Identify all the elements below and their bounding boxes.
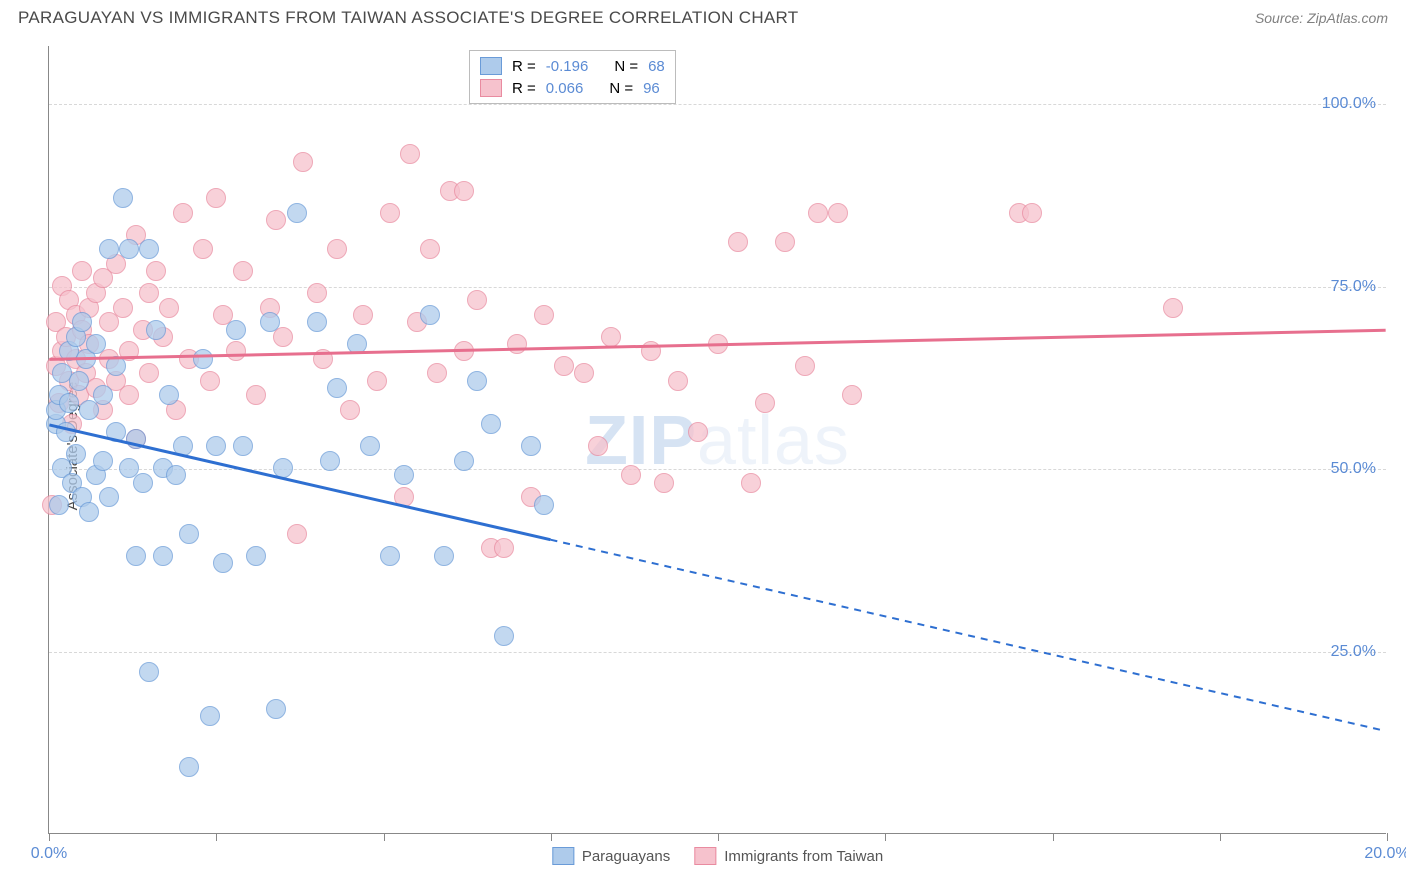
xtick: [718, 833, 719, 841]
xtick: [384, 833, 385, 841]
r-label: R =: [512, 80, 536, 97]
xtick: [1387, 833, 1388, 841]
n-label: N =: [614, 58, 638, 75]
legend-row-taiwan: R = 0.066 N = 96: [480, 77, 665, 99]
r-value-taiwan: 0.066: [546, 80, 584, 97]
series-legend: Paraguayans Immigrants from Taiwan: [552, 847, 883, 865]
xtick-label: 20.0%: [1364, 845, 1406, 863]
chart-header: PARAGUAYAN VS IMMIGRANTS FROM TAIWAN ASS…: [0, 0, 1406, 32]
xtick: [551, 833, 552, 841]
legend-row-paraguayans: R = -0.196 N = 68: [480, 55, 665, 77]
xtick: [49, 833, 50, 841]
xtick: [1220, 833, 1221, 841]
n-value-paraguayans: 68: [648, 58, 665, 75]
trend-line-dashed: [550, 540, 1385, 731]
xtick: [885, 833, 886, 841]
xtick-label: 0.0%: [31, 845, 67, 863]
r-label: R =: [512, 58, 536, 75]
legend-label-taiwan: Immigrants from Taiwan: [724, 848, 883, 865]
swatch-taiwan: [480, 79, 502, 97]
chart-title: PARAGUAYAN VS IMMIGRANTS FROM TAIWAN ASS…: [18, 8, 798, 28]
source-label: Source: ZipAtlas.com: [1255, 10, 1388, 26]
swatch-taiwan-icon: [694, 847, 716, 865]
n-label: N =: [609, 80, 633, 97]
swatch-paraguayans: [480, 57, 502, 75]
trend-line-solid: [49, 330, 1385, 359]
plot-area: ZIPatlas R = -0.196 N = 68 R = 0.066 N =…: [48, 46, 1386, 834]
r-value-paraguayans: -0.196: [546, 58, 589, 75]
xtick: [1053, 833, 1054, 841]
correlation-legend: R = -0.196 N = 68 R = 0.066 N = 96: [469, 50, 676, 104]
legend-item-taiwan: Immigrants from Taiwan: [694, 847, 883, 865]
legend-item-paraguayans: Paraguayans: [552, 847, 670, 865]
swatch-paraguayans-icon: [552, 847, 574, 865]
n-value-taiwan: 96: [643, 80, 660, 97]
legend-label-paraguayans: Paraguayans: [582, 848, 670, 865]
trend-lines: [49, 46, 1386, 833]
trend-line-solid: [49, 425, 550, 540]
xtick: [216, 833, 217, 841]
